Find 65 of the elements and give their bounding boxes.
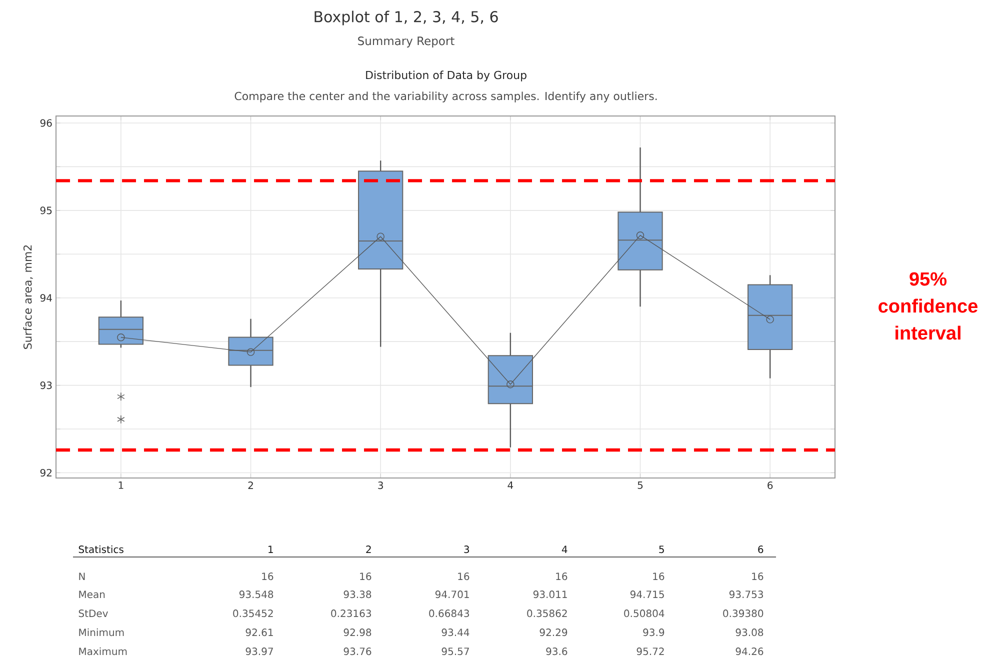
- point: [246, 348, 255, 356]
- text: Minimum: [79, 628, 124, 636]
- text: 16: [556, 572, 568, 580]
- y-tick-label: 92: [40, 468, 52, 477]
- text: 0.66843: [429, 610, 469, 618]
- chart-subtitle: Summary Report: [358, 36, 454, 48]
- text: 95.72: [636, 648, 664, 656]
- text: 5: [659, 546, 664, 554]
- text: 92.98: [344, 628, 372, 636]
- text: 0.35452: [233, 610, 273, 618]
- text: 94.701: [435, 590, 469, 598]
- x-tick-label: 5: [638, 482, 643, 489]
- text: N: [79, 572, 85, 580]
- text: 93.97: [246, 648, 273, 656]
- text: 6: [758, 546, 764, 554]
- text: 2: [366, 546, 371, 553]
- point: [376, 232, 384, 240]
- y-tick-label: 96: [40, 119, 52, 127]
- y-tick-label: 94: [40, 294, 52, 302]
- y-axis-title: Surface area, mm2: [23, 245, 33, 349]
- text: 16: [752, 572, 764, 580]
- text: 93.76: [344, 648, 372, 656]
- text: 93.44: [442, 628, 470, 636]
- text: 16: [458, 572, 470, 580]
- text: StDev: [78, 610, 108, 618]
- x-tick-label: 3: [378, 482, 383, 490]
- text: 16: [360, 572, 372, 580]
- text: Mean: [79, 590, 105, 598]
- text: 16: [653, 572, 664, 580]
- text: 93.38: [344, 590, 372, 598]
- text: 94.26: [736, 648, 764, 656]
- text: 4: [562, 546, 568, 553]
- chart-title: Boxplot of 1, 2, 3, 4, 5, 6: [314, 10, 498, 26]
- text: 0.23163: [331, 610, 371, 618]
- text: 95.57: [442, 648, 469, 656]
- text: 93.753: [729, 590, 763, 598]
- point: [117, 334, 125, 342]
- x-tick-label: 2: [248, 482, 253, 489]
- text: Compare the center and the variability across samples. Identify any outliers.: [234, 92, 657, 102]
- point: [636, 231, 644, 240]
- text: 93.011: [533, 590, 567, 598]
- text: Statistics: [78, 545, 124, 554]
- text: 0.39380: [723, 610, 764, 618]
- text: 16: [262, 572, 274, 580]
- text: 92.61: [246, 628, 273, 636]
- text: 0.50804: [624, 610, 664, 618]
- y-tick-label: 95: [40, 206, 52, 214]
- text: 93.6: [546, 648, 568, 656]
- x-tick-label: 4: [508, 482, 514, 489]
- text: 1: [268, 546, 273, 553]
- x-tick-label: 1: [118, 482, 124, 489]
- text: 92.29: [540, 628, 568, 636]
- x-tick-label: 6: [768, 482, 773, 490]
- text: 94.715: [630, 590, 664, 598]
- text: 93.548: [239, 590, 274, 598]
- point: [506, 380, 514, 388]
- point: [766, 316, 774, 324]
- text: 93.08: [736, 628, 764, 636]
- text: 93.9: [643, 628, 664, 636]
- text: Distribution of Data by Group: [366, 70, 526, 82]
- text: 0.35862: [527, 610, 567, 618]
- text: Maximum: [79, 647, 127, 656]
- y-tick-label: 93: [40, 382, 52, 390]
- text: 3: [464, 546, 470, 554]
- text: 95% confidence interval: [878, 272, 978, 340]
